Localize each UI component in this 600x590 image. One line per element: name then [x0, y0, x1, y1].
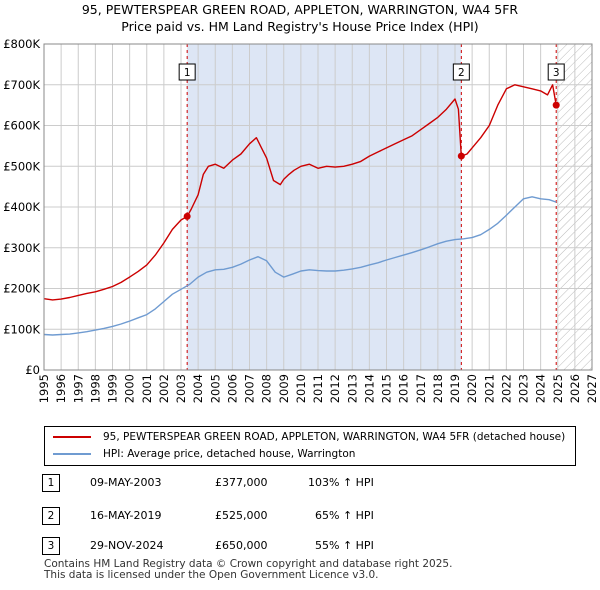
x-tick-label: 2009 [277, 374, 291, 403]
x-tick-label: 2015 [380, 374, 394, 403]
chart-title-line-1: 95, PEWTERSPEAR GREEN ROAD, APPLETON, WA… [81, 2, 519, 17]
x-tick-label: 2018 [431, 374, 445, 403]
legend-label-hpi: HPI: Average price, detached house, Warr… [103, 448, 356, 460]
x-tick-label: 2007 [243, 374, 257, 403]
sale-row: 2 16-MAY-2019 £525,000 65% ↑ HPI [40, 507, 600, 525]
sale-annotation-box [452, 63, 470, 81]
x-tick-label: 1999 [106, 374, 120, 403]
sale-hpi-change: 55% ↑ HPI [315, 539, 374, 552]
sale-price: £377,000 [215, 476, 268, 489]
x-tick-label: 2004 [191, 374, 205, 403]
x-tick-label: 1997 [71, 374, 85, 403]
x-tick-label: 2003 [174, 374, 188, 403]
y-tick-label: £400K [3, 200, 40, 214]
x-tick-label: 2016 [397, 374, 411, 403]
footer-copyright: Contains HM Land Registry data © Crown c… [44, 558, 453, 570]
sale-annotation-box [547, 63, 565, 81]
sale-price: £525,000 [215, 509, 268, 522]
sale-price: £650,000 [215, 539, 268, 552]
x-tick-label: 2023 [517, 374, 531, 403]
footer-license: This data is licensed under the Open Gov… [44, 569, 379, 581]
x-tick-label: 2013 [345, 374, 359, 403]
y-tick-label: £0 [25, 363, 40, 377]
x-tick-label: 2008 [260, 374, 274, 403]
sale-annotation-number: 2 [458, 67, 465, 79]
x-tick-label: 2027 [585, 374, 599, 403]
legend-item-hpi: HPI: Average price, detached house, Warr… [53, 446, 355, 462]
sale-date: 16-MAY-2019 [90, 509, 162, 522]
price-chart: £0 £100K £200K £300K £400K £500K £600K £700K £80… [3, 37, 599, 403]
x-tick-label: 1995 [37, 374, 51, 403]
sale-number-badge: 2 [42, 507, 60, 525]
x-tick-label: 2017 [414, 374, 428, 403]
sale-date: 29-NOV-2024 [90, 539, 164, 552]
x-tick-label: 2011 [311, 374, 325, 403]
legend: 95, PEWTERSPEAR GREEN ROAD, APPLETON, WA… [44, 426, 576, 466]
hpi-line [43, 196, 557, 336]
plot-frame [43, 43, 593, 371]
sale-point [457, 152, 465, 160]
y-tick-label: £200K [3, 282, 40, 296]
y-tick-label: £500K [3, 159, 40, 173]
legend-label-property: 95, PEWTERSPEAR GREEN ROAD, APPLETON, WA… [103, 431, 566, 443]
legend-swatch-hpi [53, 453, 91, 455]
y-tick-label: £300K [3, 241, 40, 255]
y-tick-label: £800K [3, 37, 40, 51]
sale-number-badge: 1 [42, 474, 60, 492]
x-tick-label: 1996 [54, 374, 68, 403]
x-tick-label: 2022 [499, 374, 513, 403]
sale-hpi-change: 103% ↑ HPI [308, 476, 374, 489]
sale-row: 3 29-NOV-2024 £650,000 55% ↑ HPI [40, 537, 600, 555]
x-tick-label: 2001 [140, 374, 154, 403]
legend-item-property: 95, PEWTERSPEAR GREEN ROAD, APPLETON, WA… [53, 429, 565, 445]
sale-annotation-box [178, 63, 196, 81]
y-tick-label: £600K [3, 119, 40, 133]
x-tick-label: 2000 [123, 374, 137, 403]
sale-annotation-number: 3 [553, 67, 560, 79]
x-tick-label: 1998 [88, 374, 102, 403]
sale-annotation-badge: 2 [452, 63, 470, 81]
x-tick-label: 2021 [482, 374, 496, 403]
x-tick-label: 2010 [294, 374, 308, 403]
x-tick-label: 2014 [362, 374, 376, 403]
sale-annotation-badge: 3 [547, 63, 565, 81]
legend-swatch-property [53, 436, 91, 438]
x-tick-label: 2012 [328, 374, 342, 403]
x-tick-label: 2006 [225, 374, 239, 403]
footer: Contains HM Land Registry data © Crown c… [44, 559, 452, 581]
x-tick-label: 2019 [448, 374, 462, 403]
x-tick-label: 2002 [157, 374, 171, 403]
x-tick-label: 2025 [551, 374, 565, 403]
y-tick-label: £100K [3, 322, 40, 336]
sale-annotation-badge: 1 [178, 63, 196, 81]
x-tick-label: 2024 [534, 374, 548, 403]
sale-date: 09-MAY-2003 [90, 476, 162, 489]
x-tick-label: 2020 [465, 374, 479, 403]
sale-annotation-number: 1 [184, 67, 191, 79]
x-tick-label: 2026 [568, 374, 582, 403]
sale-point [552, 101, 560, 109]
sale-hpi-change: 65% ↑ HPI [315, 509, 374, 522]
sale-point [183, 212, 191, 220]
property-price-line [43, 84, 557, 301]
y-tick-label: £700K [3, 78, 40, 92]
sale-number-badge: 3 [42, 537, 60, 555]
chart-title-line-2: Price paid vs. HM Land Registry's House … [121, 19, 479, 34]
x-tick-label: 2005 [208, 374, 222, 403]
sale-row: 1 09-MAY-2003 £377,000 103% ↑ HPI [40, 474, 600, 492]
